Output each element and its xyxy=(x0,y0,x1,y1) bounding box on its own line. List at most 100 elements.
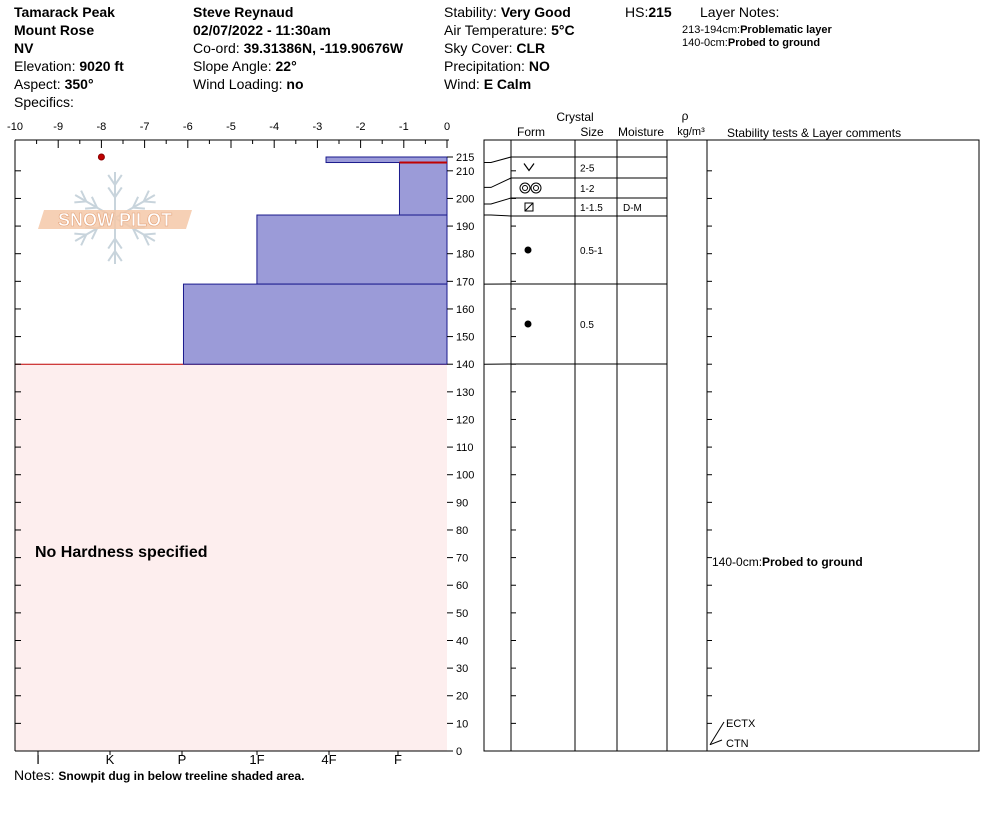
size-header: Size xyxy=(580,125,604,139)
height-tick-label: 110 xyxy=(456,442,474,454)
snowflake-branch xyxy=(132,206,145,210)
elevation-value: 9020 ft xyxy=(79,58,124,74)
slope-value: 22° xyxy=(275,58,297,74)
crystal-form-icon xyxy=(524,320,532,328)
height-tick-label: 100 xyxy=(456,470,474,482)
hardness-layer-bar xyxy=(325,156,448,164)
height-tick-label: 200 xyxy=(456,193,474,205)
crystal-size: 2-5 xyxy=(580,164,595,175)
table-frame xyxy=(483,139,980,752)
snowflake-branch xyxy=(74,200,87,204)
snowflake-branch xyxy=(114,186,123,198)
location-block: Tamarack Peak Mount Rose NV Elevation: 9… xyxy=(14,3,124,111)
hardness-tick-label: 4F xyxy=(321,752,336,767)
layer-connector xyxy=(484,214,512,217)
sky-label: Sky Cover: xyxy=(444,40,513,56)
crystal-size: 1-2 xyxy=(580,184,595,195)
height-tick-label: 150 xyxy=(456,332,474,344)
temperature-tick-label: -4 xyxy=(269,121,279,133)
hs-value: 215 xyxy=(648,4,672,20)
observer-name: Steve Reynaud xyxy=(193,4,294,20)
problem-layer-marker xyxy=(399,161,447,164)
stability-label: Stability: xyxy=(444,4,497,20)
temperature-tick-label: -1 xyxy=(399,121,409,133)
layer-connector xyxy=(484,197,512,205)
height-tick-label: 40 xyxy=(456,635,468,647)
area-name: Mount Rose xyxy=(14,22,95,38)
temperature-tick-label: -7 xyxy=(140,121,150,133)
snowflake-branch xyxy=(90,227,98,240)
aspect-value: 350° xyxy=(64,76,94,92)
layer-note-item: 213-194cm:Problematic layer xyxy=(682,24,832,36)
height-tick-label: 60 xyxy=(456,580,468,592)
snowflake-branch xyxy=(114,174,123,186)
height-tick-label: 180 xyxy=(456,249,474,261)
crystal-form-icon xyxy=(523,163,535,172)
snowflake-branch xyxy=(143,232,156,236)
hs-label: HS: xyxy=(625,4,649,20)
height-tick-label: 160 xyxy=(456,304,474,316)
layer-notes-list: 213-194cm:Problematic layer 140-0cm:Prob… xyxy=(682,24,832,50)
height-tick-label: 215 xyxy=(456,152,474,164)
notes-label: Notes: xyxy=(14,767,55,783)
temperature-tick-label: -9 xyxy=(53,121,63,133)
hardness-tick-label: F xyxy=(394,752,402,767)
layer-note-item: 140-0cm:Probed to ground xyxy=(682,37,821,49)
snowflake-branch xyxy=(132,227,140,240)
moisture-header: Moisture xyxy=(618,125,664,139)
height-tick-label: 120 xyxy=(456,414,474,426)
height-tick-label: 80 xyxy=(456,525,468,537)
crystal-form-icon xyxy=(522,185,528,191)
hardness-layer-bar xyxy=(398,162,448,216)
elevation-label: Elevation: xyxy=(14,58,76,74)
crystal-size: 1-1.5 xyxy=(580,203,603,214)
snowflake-branch xyxy=(114,250,123,262)
temperature-tick-label: -6 xyxy=(183,121,193,133)
height-tick-label: 70 xyxy=(456,553,468,565)
stability-test-leader xyxy=(709,721,725,745)
hardness-tick-label: K xyxy=(106,752,115,767)
logo-text: SNOW PILOT xyxy=(58,210,172,230)
temperature-point xyxy=(97,153,105,161)
stability-test-label: ECTX xyxy=(726,718,756,730)
hardness-tick-label: I xyxy=(36,752,40,767)
rho-header: ρ xyxy=(682,109,689,123)
height-tick-label: 190 xyxy=(456,221,474,233)
no-hardness-area xyxy=(15,364,447,751)
snowflake-branch xyxy=(107,174,116,186)
layer-connector xyxy=(484,156,512,164)
comments-header: Stability tests & Layer comments xyxy=(727,126,901,140)
aspect-label: Aspect: xyxy=(14,76,61,92)
crystal-form-icon xyxy=(533,185,539,191)
snowflake-branch xyxy=(107,186,116,198)
crystal-form-icon xyxy=(524,202,534,212)
snowflake-branch xyxy=(107,250,116,262)
crystal-form-icon xyxy=(530,182,542,194)
height-tick-label: 30 xyxy=(456,663,468,675)
specifics-label: Specifics: xyxy=(14,94,74,110)
slope-label: Slope Angle: xyxy=(193,58,272,74)
layer-comment-range: 140-0cm: xyxy=(712,555,762,569)
temperature-tick-label: -5 xyxy=(226,121,236,133)
snowflake-branch xyxy=(90,196,98,209)
stability-value: Very Good xyxy=(500,4,571,20)
density-unit-header: kg/m³ xyxy=(677,126,705,138)
wind-loading-value: no xyxy=(286,76,304,92)
no-hardness-label: No Hardness specified xyxy=(35,544,208,561)
hardness-layer-bar xyxy=(182,283,448,365)
wind-label: Wind: xyxy=(444,76,480,92)
wind-loading-label: Wind Loading: xyxy=(193,76,283,92)
crystal-size: 0.5 xyxy=(580,320,594,331)
form-header: Form xyxy=(517,125,545,139)
notes: Notes: Snowpit dug in below treeline sha… xyxy=(14,766,304,784)
wind-value: E Calm xyxy=(483,76,532,92)
sky-value: CLR xyxy=(516,40,546,56)
hardness-tick-label: 1F xyxy=(249,752,264,767)
conditions-block: Stability: Very Good Air Temperature: 5°… xyxy=(444,3,575,93)
coord-label: Co-ord: xyxy=(193,40,240,56)
air-temp-value: 5°C xyxy=(551,22,575,38)
snowflake-branch xyxy=(85,206,98,210)
observation-datetime: 02/07/2022 - 11:30am xyxy=(193,22,331,38)
temperature-tick-label: -2 xyxy=(356,121,366,133)
